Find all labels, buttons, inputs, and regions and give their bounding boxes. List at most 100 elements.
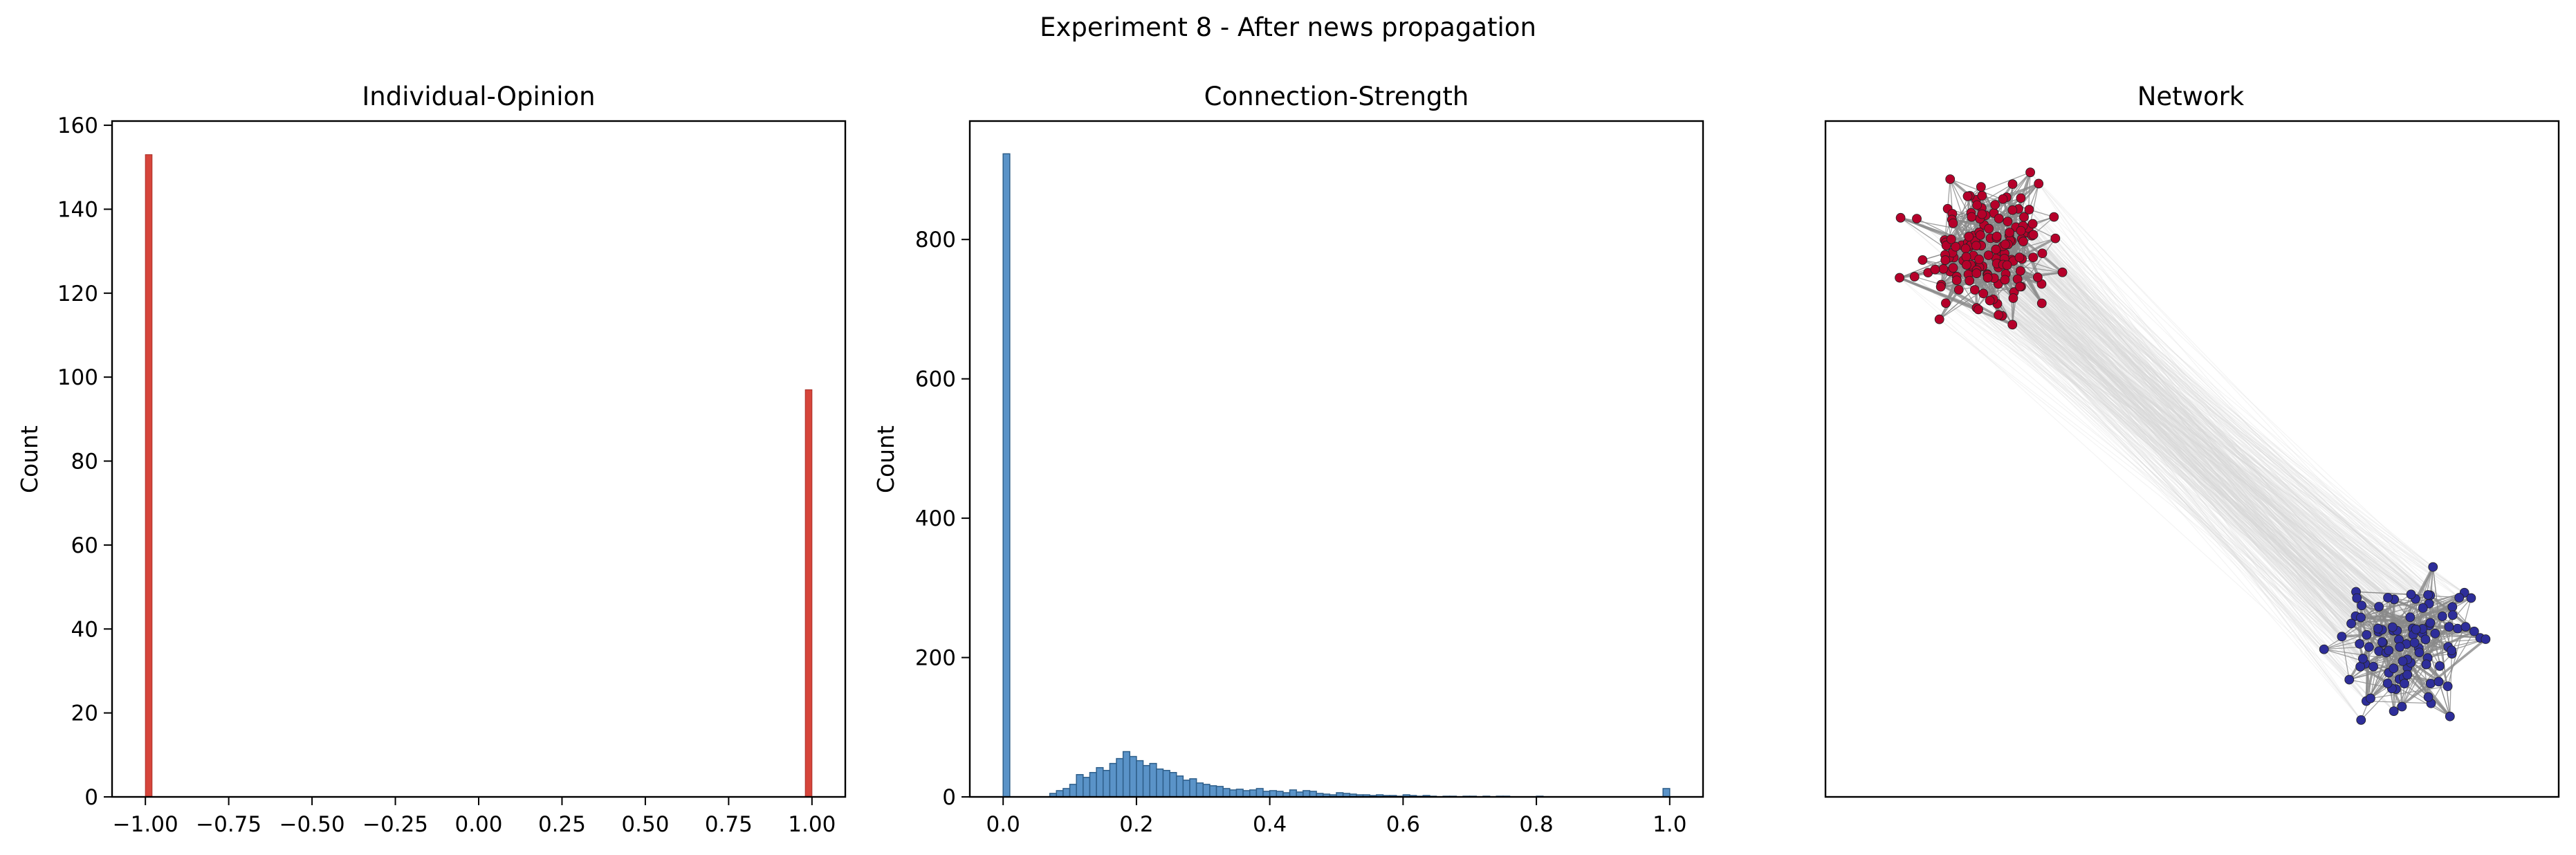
network-node [2397,701,2407,712]
inter-cluster-edge [2002,246,2364,659]
inter-cluster-edge [1956,279,2364,659]
opinion-x-tick-label: −0.75 [196,812,261,837]
network-node [2032,272,2043,282]
inter-cluster-edge [2015,226,2452,651]
inter-cluster-edge [1996,236,2357,599]
inter-cluster-edge [1994,277,2400,647]
inter-cluster-edge [2062,272,2367,701]
inter-cluster-edge [2003,199,2429,659]
network-node [2364,642,2374,652]
inter-cluster-edge [2006,196,2452,651]
cluster-edge [2359,598,2416,668]
inter-cluster-edge [2028,228,2408,660]
inter-cluster-edge [1994,277,2384,643]
inter-cluster-edge [1987,275,2383,643]
network-node [1960,243,1971,254]
network-node [2362,629,2372,640]
inter-cluster-edge [1971,266,2423,634]
opinion-x-tick-label: 0.50 [621,812,669,837]
strength-bar [1242,790,1251,798]
cluster-edge [2401,664,2427,707]
inter-cluster-edge [2023,217,2395,712]
inter-cluster-edge [1987,275,2384,643]
inter-cluster-edge [1953,267,2393,689]
inter-cluster-edge [2032,235,2434,568]
inter-cluster-edge [1970,264,2449,627]
inter-cluster-edge [1967,196,2429,659]
inter-cluster-edge [1987,275,2436,634]
inter-cluster-edge [2003,199,2389,651]
inter-cluster-edge [2005,279,2449,647]
inter-cluster-edge [2009,235,2400,641]
opinion-bar [804,389,813,798]
inter-cluster-edge [1944,259,2430,626]
strength-histogram-panel: Connection-Strength 0.0 0.2 0.4 0.6 0.8 1.0 0 2… [872,82,1704,837]
inter-cluster-edge [2021,259,2367,701]
network-node [2405,612,2416,623]
inter-cluster-edge [1971,217,2440,667]
inter-cluster-edge [1944,239,2367,701]
inter-cluster-edge [1973,255,2379,629]
inter-cluster-edge [1956,279,2395,712]
network-node [1964,232,1974,241]
network-node [2398,656,2408,666]
inter-cluster-edge [1996,236,2408,668]
inter-cluster-edge [1985,214,2449,647]
strength-x-tick-label: 1.0 [1653,812,1686,837]
inter-cluster-edge [1944,254,2384,643]
inter-cluster-edge [1968,274,2427,665]
inter-cluster-edge [2030,172,2423,629]
strength-y-tick-label: 0 [942,785,956,810]
network-node [2337,632,2347,642]
inter-cluster-edge [1997,303,2371,699]
inter-cluster-edge [2033,234,2379,629]
strength-bar [1182,780,1190,798]
inter-cluster-edge [2032,257,2434,568]
cluster-edge [2378,606,2384,643]
network-node [2400,679,2409,689]
inter-cluster-edge [2005,243,2383,643]
inter-cluster-edge [1996,236,2356,617]
inter-cluster-edge [1944,259,2389,651]
inter-cluster-edge [2002,246,2436,634]
network-node [1951,275,1962,286]
network-node [2050,233,2061,243]
network-node [1895,273,1904,283]
opinion-y-tick-label: 40 [71,617,98,642]
network-node [2423,692,2434,702]
network-node [2425,679,2436,688]
inter-cluster-edge [1987,275,2454,616]
inter-cluster-edge [1968,274,2431,704]
inter-cluster-edge [2028,228,2430,605]
inter-cluster-edge [2032,223,2380,607]
inter-cluster-edge [1975,266,2367,701]
inter-cluster-edge [1953,267,2400,647]
inter-cluster-edge [1922,259,2439,682]
inter-cluster-edge [1997,303,2431,623]
network-node [2356,612,2366,623]
inter-cluster-edge [2002,246,2367,636]
inter-cluster-edge [2041,284,2430,605]
inter-cluster-edge [1953,267,2394,669]
inter-cluster-edge [2011,259,2402,707]
strength-bar [1262,791,1271,798]
inter-cluster-edge [1994,277,2364,659]
inter-cluster-edge [2029,209,2430,605]
strength-y-tick-label: 200 [915,646,956,671]
cluster-edge [2425,639,2440,667]
inter-cluster-edge [2020,197,2436,634]
inter-cluster-edge [1953,267,2397,690]
inter-cluster-edge [1968,274,2466,627]
inter-cluster-edge [1980,245,2405,684]
inter-cluster-edge [1987,273,2404,679]
inter-cluster-edge [2041,303,2397,690]
network-node [2382,678,2393,688]
inter-cluster-edge [2004,252,2342,637]
inter-cluster-edge [2012,324,2367,701]
inter-cluster-edge [2020,270,2411,663]
inter-cluster-edge [1973,255,2411,618]
inter-cluster-edge [2011,241,2481,638]
inter-cluster-edge [1962,260,2431,596]
figure-title: Experiment 8 - After news propagation [1040,12,1536,42]
inter-cluster-edge [1967,241,2362,618]
